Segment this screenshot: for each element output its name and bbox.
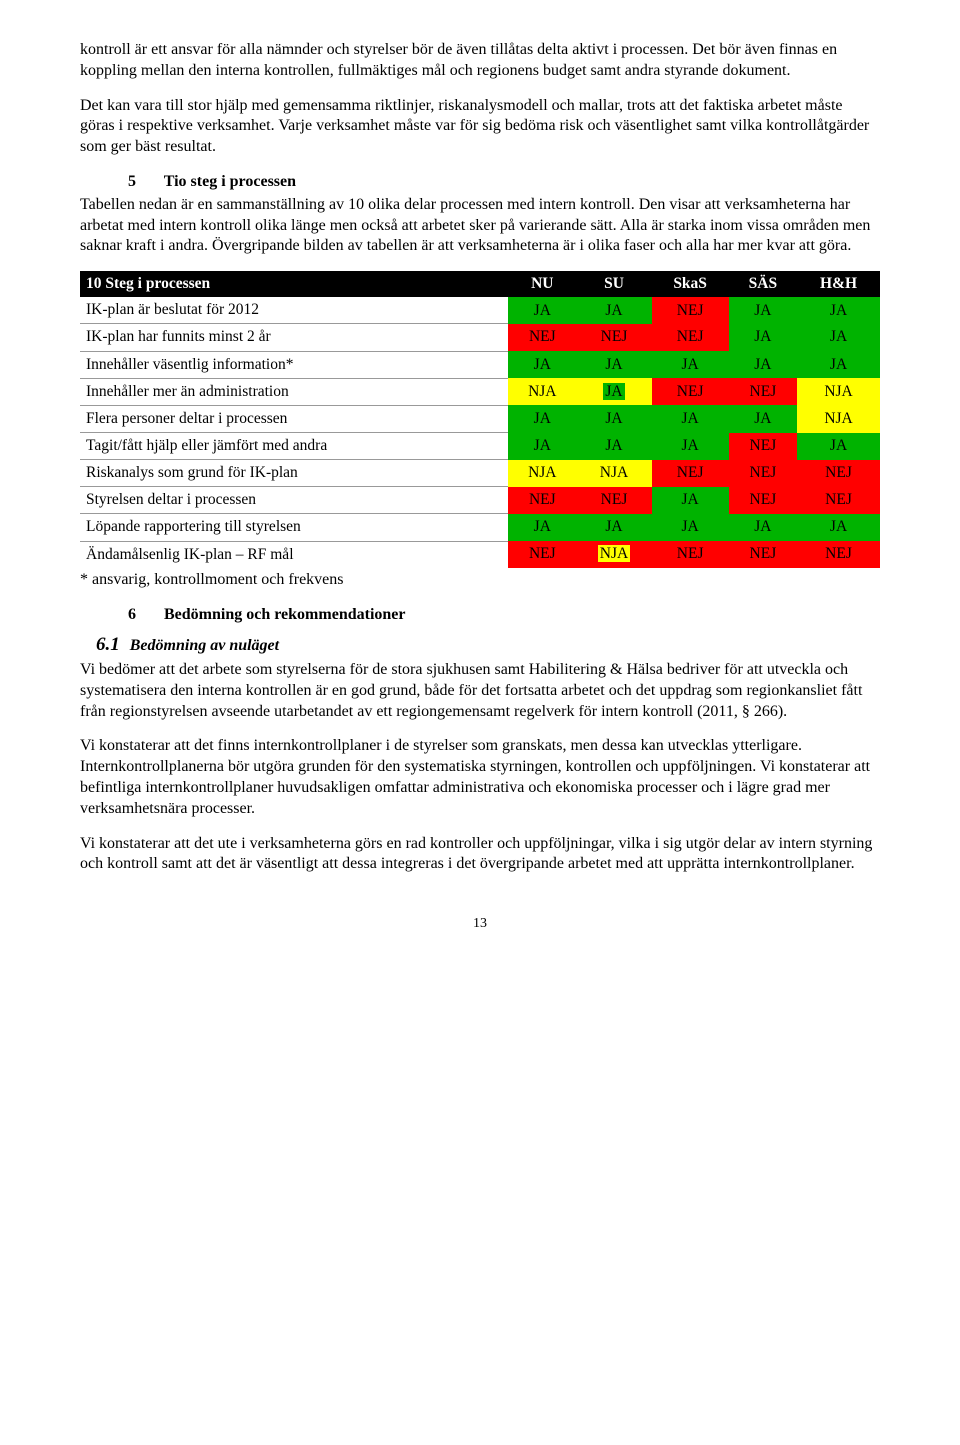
table-cell: JA: [576, 378, 651, 405]
table-cell: JA: [576, 351, 651, 378]
table-header-label: 10 Steg i processen: [80, 271, 508, 297]
table-row: Innehåller mer än administrationNJAJANEJ…: [80, 378, 880, 405]
table-cell: JA: [652, 433, 729, 460]
table-cell: NEJ: [652, 324, 729, 351]
table-cell: NEJ: [797, 487, 880, 514]
table-footnote: * ansvarig, kontrollmoment och frekvens: [80, 570, 880, 591]
section-6-heading: 6 Bedömning och rekommendationer: [128, 605, 880, 626]
table-cell: JA: [576, 297, 651, 324]
table-cell: JA: [652, 487, 729, 514]
table-cell: NEJ: [652, 541, 729, 568]
table-cell: NEJ: [797, 541, 880, 568]
section-6-1-title: Bedömning av nuläget: [130, 637, 279, 654]
section-5-number: 5: [128, 172, 160, 193]
table-cell: NEJ: [508, 541, 576, 568]
table-row-label: Innehåller väsentlig information*: [80, 351, 508, 378]
table-cell: NEJ: [729, 433, 797, 460]
table-cell: JA: [797, 351, 880, 378]
table-cell: NEJ: [508, 487, 576, 514]
table-row: Flera personer deltar i processenJAJAJAJ…: [80, 405, 880, 432]
table-cell: JA: [729, 324, 797, 351]
table-cell: NEJ: [729, 378, 797, 405]
paragraph-6-1-a: Vi bedömer att det arbete som styrelsern…: [80, 660, 880, 722]
table-row: Styrelsen deltar i processenNEJNEJJANEJN…: [80, 487, 880, 514]
process-table: 10 Steg i processen NU SU SkaS SÄS H&H I…: [80, 271, 880, 568]
table-cell: JA: [797, 297, 880, 324]
paragraph-6-1-c: Vi konstaterar att det ute i verksamhete…: [80, 834, 880, 876]
table-row: Tagit/fått hjälp eller jämfört med andra…: [80, 433, 880, 460]
table-cell: JA: [729, 297, 797, 324]
table-row: Riskanalys som grund för IK-planNJANJANE…: [80, 460, 880, 487]
table-row-label: Löpande rapportering till styrelsen: [80, 514, 508, 541]
table-row-label: IK-plan har funnits minst 2 år: [80, 324, 508, 351]
section-5: 5 Tio steg i processen Tabellen nedan är…: [80, 172, 880, 257]
table-cell: JA: [729, 351, 797, 378]
table-cell: JA: [797, 324, 880, 351]
table-cell: NJA: [576, 460, 651, 487]
table-cell: NEJ: [652, 460, 729, 487]
section-6-1-number: 6.1: [96, 634, 120, 655]
table-cell: JA: [652, 351, 729, 378]
section-5-title: Tio steg i processen: [164, 173, 296, 190]
table-cell: NJA: [576, 541, 651, 568]
table-row: Innehåller väsentlig information*JAJAJAJ…: [80, 351, 880, 378]
table-cell: NEJ: [729, 487, 797, 514]
table-row: Ändamålsenlig IK-plan – RF målNEJNJANEJN…: [80, 541, 880, 568]
table-cell: JA: [797, 514, 880, 541]
table-row: IK-plan är beslutat för 2012JAJANEJJAJA: [80, 297, 880, 324]
paragraph-intro-2: Det kan vara till stor hjälp med gemensa…: [80, 96, 880, 158]
table-cell: JA: [576, 405, 651, 432]
table-cell: NJA: [797, 405, 880, 432]
table-col-0: NU: [508, 271, 576, 297]
table-cell: JA: [576, 514, 651, 541]
table-row-label: Innehåller mer än administration: [80, 378, 508, 405]
table-col-4: H&H: [797, 271, 880, 297]
page-number: 13: [80, 915, 880, 933]
table-cell: JA: [508, 297, 576, 324]
table-col-2: SkaS: [652, 271, 729, 297]
section-6-title: Bedömning och rekommendationer: [164, 606, 405, 623]
table-row-label: Ändamålsenlig IK-plan – RF mål: [80, 541, 508, 568]
table-cell: JA: [652, 514, 729, 541]
table-cell: JA: [652, 405, 729, 432]
table-cell: JA: [797, 433, 880, 460]
table-row-label: Styrelsen deltar i processen: [80, 487, 508, 514]
table-col-1: SU: [576, 271, 651, 297]
table-row-label: Tagit/fått hjälp eller jämfört med andra: [80, 433, 508, 460]
table-cell: JA: [729, 514, 797, 541]
table-cell: NEJ: [576, 324, 651, 351]
table-cell: JA: [508, 433, 576, 460]
table-row-label: Riskanalys som grund för IK-plan: [80, 460, 508, 487]
table-row-label: IK-plan är beslutat för 2012: [80, 297, 508, 324]
section-5-body: Tabellen nedan är en sammanställning av …: [80, 196, 870, 255]
table-cell: NEJ: [652, 378, 729, 405]
paragraph-intro-1: kontroll är ett ansvar för alla nämnder …: [80, 40, 880, 82]
paragraph-6-1-b: Vi konstaterar att det finns internkontr…: [80, 736, 880, 819]
table-cell: NEJ: [729, 541, 797, 568]
table-cell: NEJ: [576, 487, 651, 514]
table-cell: NJA: [797, 378, 880, 405]
table-cell: JA: [576, 433, 651, 460]
table-cell: JA: [729, 405, 797, 432]
table-cell: NEJ: [797, 460, 880, 487]
table-row-label: Flera personer deltar i processen: [80, 405, 508, 432]
section-6-1-heading: 6.1 Bedömning av nuläget: [96, 633, 880, 658]
table-row: Löpande rapportering till styrelsenJAJAJ…: [80, 514, 880, 541]
table-cell: JA: [508, 351, 576, 378]
table-cell: NJA: [508, 378, 576, 405]
table-header-row: 10 Steg i processen NU SU SkaS SÄS H&H: [80, 271, 880, 297]
table-row: IK-plan har funnits minst 2 årNEJNEJNEJJ…: [80, 324, 880, 351]
table-cell: NJA: [508, 460, 576, 487]
table-cell: JA: [508, 514, 576, 541]
table-col-3: SÄS: [729, 271, 797, 297]
table-cell: NEJ: [652, 297, 729, 324]
table-cell: NEJ: [729, 460, 797, 487]
table-cell: NEJ: [508, 324, 576, 351]
section-6-number: 6: [128, 605, 160, 626]
table-cell: JA: [508, 405, 576, 432]
